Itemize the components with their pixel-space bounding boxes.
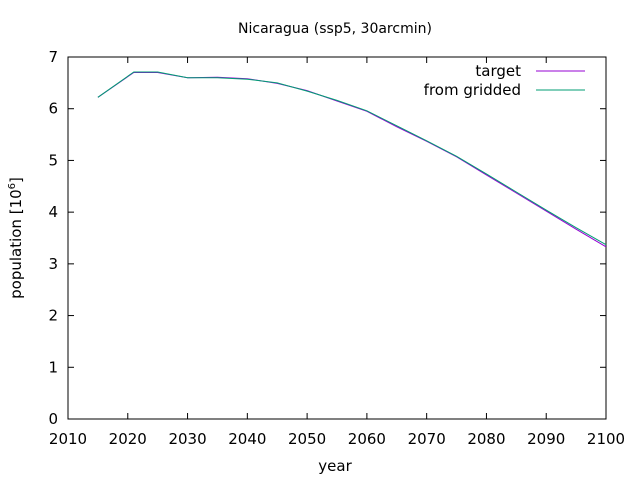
y-axis-label-suffix: ] [7, 177, 25, 183]
y-axis-label: population [106] [7, 177, 25, 299]
series-line-0 [97, 72, 607, 248]
x-tick-label: 2040 [228, 430, 266, 448]
x-tick-label: 2050 [288, 430, 326, 448]
x-tick-label: 2020 [109, 430, 147, 448]
y-tick-label: 0 [48, 410, 58, 428]
x-tick-label: 2070 [408, 430, 446, 448]
x-tick-label: 2060 [348, 430, 386, 448]
legend-label: from gridded [424, 81, 521, 99]
axis-ticks [67, 56, 607, 420]
chart-title: Nicaragua (ssp5, 30arcmin) [238, 21, 432, 37]
y-tick-label: 2 [48, 307, 58, 325]
y-tick-label: 5 [48, 151, 58, 169]
y-tick-label: 3 [48, 255, 58, 273]
y-axis-label-exponent: 6 [7, 183, 18, 189]
x-tick-label: 2090 [527, 430, 565, 448]
x-tick-label: 2080 [467, 430, 505, 448]
series-lines [97, 71, 607, 248]
y-tick-label: 4 [48, 203, 58, 221]
legend-label: target [475, 62, 521, 80]
x-axis-label: year [318, 457, 352, 475]
y-tick-label: 1 [48, 358, 58, 376]
x-tick-label: 2100 [587, 430, 625, 448]
x-tick-label: 2010 [49, 430, 87, 448]
plot-frame [67, 56, 607, 420]
y-tick-label: 7 [48, 48, 58, 66]
y-tick-label: 6 [48, 100, 58, 118]
tick-labels: 2010 2020 2030 2040 2050 2060 2070 2080 2090 2100… [48, 48, 625, 448]
x-tick-label: 2030 [168, 430, 206, 448]
y-axis-label-prefix: population [10 [7, 189, 25, 299]
series-line-1 [97, 71, 607, 246]
